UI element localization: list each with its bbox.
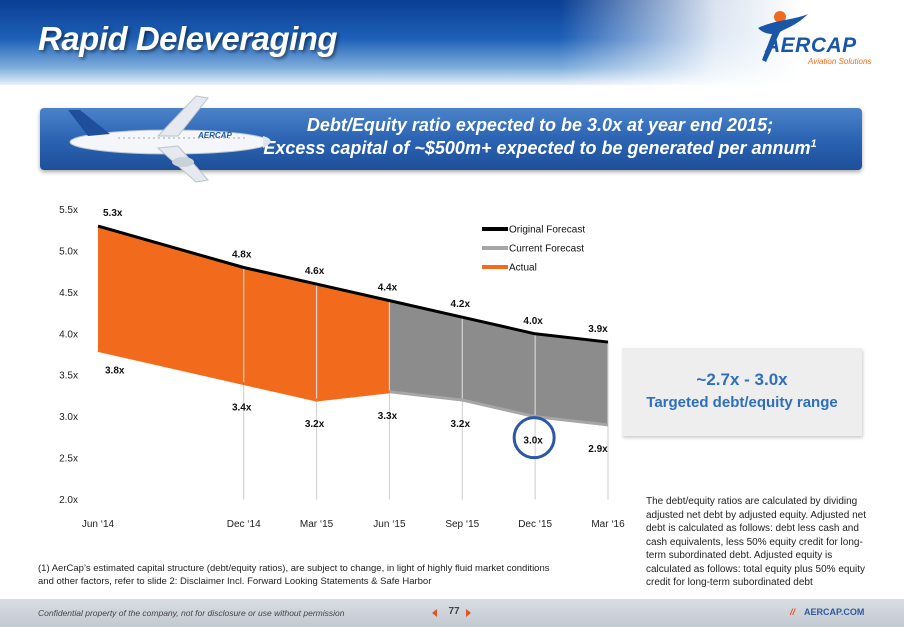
footer-slash: //	[790, 607, 796, 617]
data-label: 4.0x	[523, 316, 543, 327]
confidential-notice: Confidential property of the company, no…	[38, 608, 345, 618]
svg-text:AERCAP: AERCAP	[197, 131, 232, 140]
y-tick-label: 3.5x	[59, 371, 78, 382]
y-axis-ticks: 2.0x 2.5x 3.0x 3.5x 4.0x 4.5x 5.0x 5.5x	[59, 205, 78, 506]
footer-website-link[interactable]: AERCAP.COM	[804, 607, 865, 617]
banner-line-2-text: Excess capital of ~$500m+ expected to be…	[263, 138, 811, 158]
highlight-circle	[512, 416, 556, 460]
banner-superscript: 1	[810, 138, 817, 150]
header-fade	[560, 0, 904, 85]
actual-line	[97, 348, 390, 402]
page-number: 77	[448, 606, 460, 617]
banner-line-1: Debt/Equity ratio expected to be 3.0x at…	[306, 115, 774, 135]
data-label: 3.4x	[232, 403, 252, 414]
data-label: 4.4x	[378, 283, 398, 294]
y-tick-label: 4.5x	[59, 288, 78, 299]
data-label: 3.3x	[378, 411, 398, 422]
previous-page-icon[interactable]	[432, 609, 437, 617]
banner-line-2: Excess capital of ~$500m+ expected to be…	[240, 138, 840, 159]
data-label: 3.9x	[588, 324, 608, 335]
target-range-label: Targeted debt/equity range	[646, 394, 838, 411]
x-tick-label: Jun ‘14	[82, 519, 115, 530]
x-tick-label: Jun ‘15	[373, 519, 406, 530]
y-tick-label: 3.0x	[59, 412, 78, 423]
x-tick-label: Mar ‘15	[300, 519, 334, 530]
x-tick-label: Sep ‘15	[445, 519, 479, 530]
logo-tagline: Aviation Solutions	[808, 57, 872, 66]
aercap-logo-icon	[758, 11, 808, 62]
y-tick-label: 4.0x	[59, 329, 78, 340]
forecast-area	[389, 300, 608, 425]
current-forecast-line	[389, 390, 609, 427]
airplane-icon: AERCAP	[68, 95, 271, 183]
data-labels: 5.3x 4.8x 4.6x 4.4x 4.2x 4.0x 3.9x 3.8x 3.4x 3.2x…	[103, 208, 608, 455]
highlight-circle-ring	[512, 416, 556, 460]
x-tick-label: Dec ‘14	[227, 519, 261, 530]
data-label: 3.2x	[305, 419, 325, 430]
footnote: (1) AerCap’s estimated capital structure…	[38, 563, 550, 587]
legend-label: Original Forecast	[509, 225, 585, 236]
next-page-icon[interactable]	[466, 609, 471, 617]
slide-title: Rapid Deleveraging	[38, 20, 338, 57]
data-label: 3.0x	[523, 436, 543, 447]
x-tick-label: Mar ‘16	[591, 519, 625, 530]
target-range-box	[622, 348, 862, 436]
footer-band	[0, 599, 904, 627]
legend-label: Current Forecast	[509, 244, 584, 255]
chart-legend: Original Forecast Current Forecast Actual	[482, 225, 585, 274]
logo-wordmark: AERCAP	[765, 34, 857, 57]
data-label: 3.8x	[105, 365, 125, 376]
data-label: 3.2x	[451, 419, 471, 430]
y-tick-label: 2.0x	[59, 495, 78, 506]
y-tick-label: 5.5x	[59, 205, 78, 216]
target-range-value: ~2.7x - 3.0x	[696, 370, 788, 389]
data-label: 5.3x	[103, 208, 123, 219]
x-tick-label: Dec ‘15	[518, 519, 552, 530]
original-forecast-line	[97, 224, 609, 344]
y-tick-label: 5.0x	[59, 246, 78, 257]
data-label: 4.6x	[305, 266, 325, 277]
x-axis-ticks: Jun ‘14 Dec ‘14 Mar ‘15 Jun ‘15 Sep ‘15 Dec ‘…	[82, 519, 625, 530]
legend-label: Actual	[509, 263, 537, 274]
y-tick-label: 2.5x	[59, 454, 78, 465]
data-label: 4.2x	[451, 299, 471, 310]
calculation-note: The debt/equity ratios are calculated by…	[646, 496, 866, 588]
debt-equity-chart: 2.0x 2.5x 3.0x 3.5x 4.0x 4.5x 5.0x 5.5x Jun ‘14…	[59, 205, 625, 530]
chart-series-lines	[97, 224, 609, 427]
data-label: 4.8x	[232, 250, 252, 261]
data-label: 2.9x	[588, 444, 608, 455]
